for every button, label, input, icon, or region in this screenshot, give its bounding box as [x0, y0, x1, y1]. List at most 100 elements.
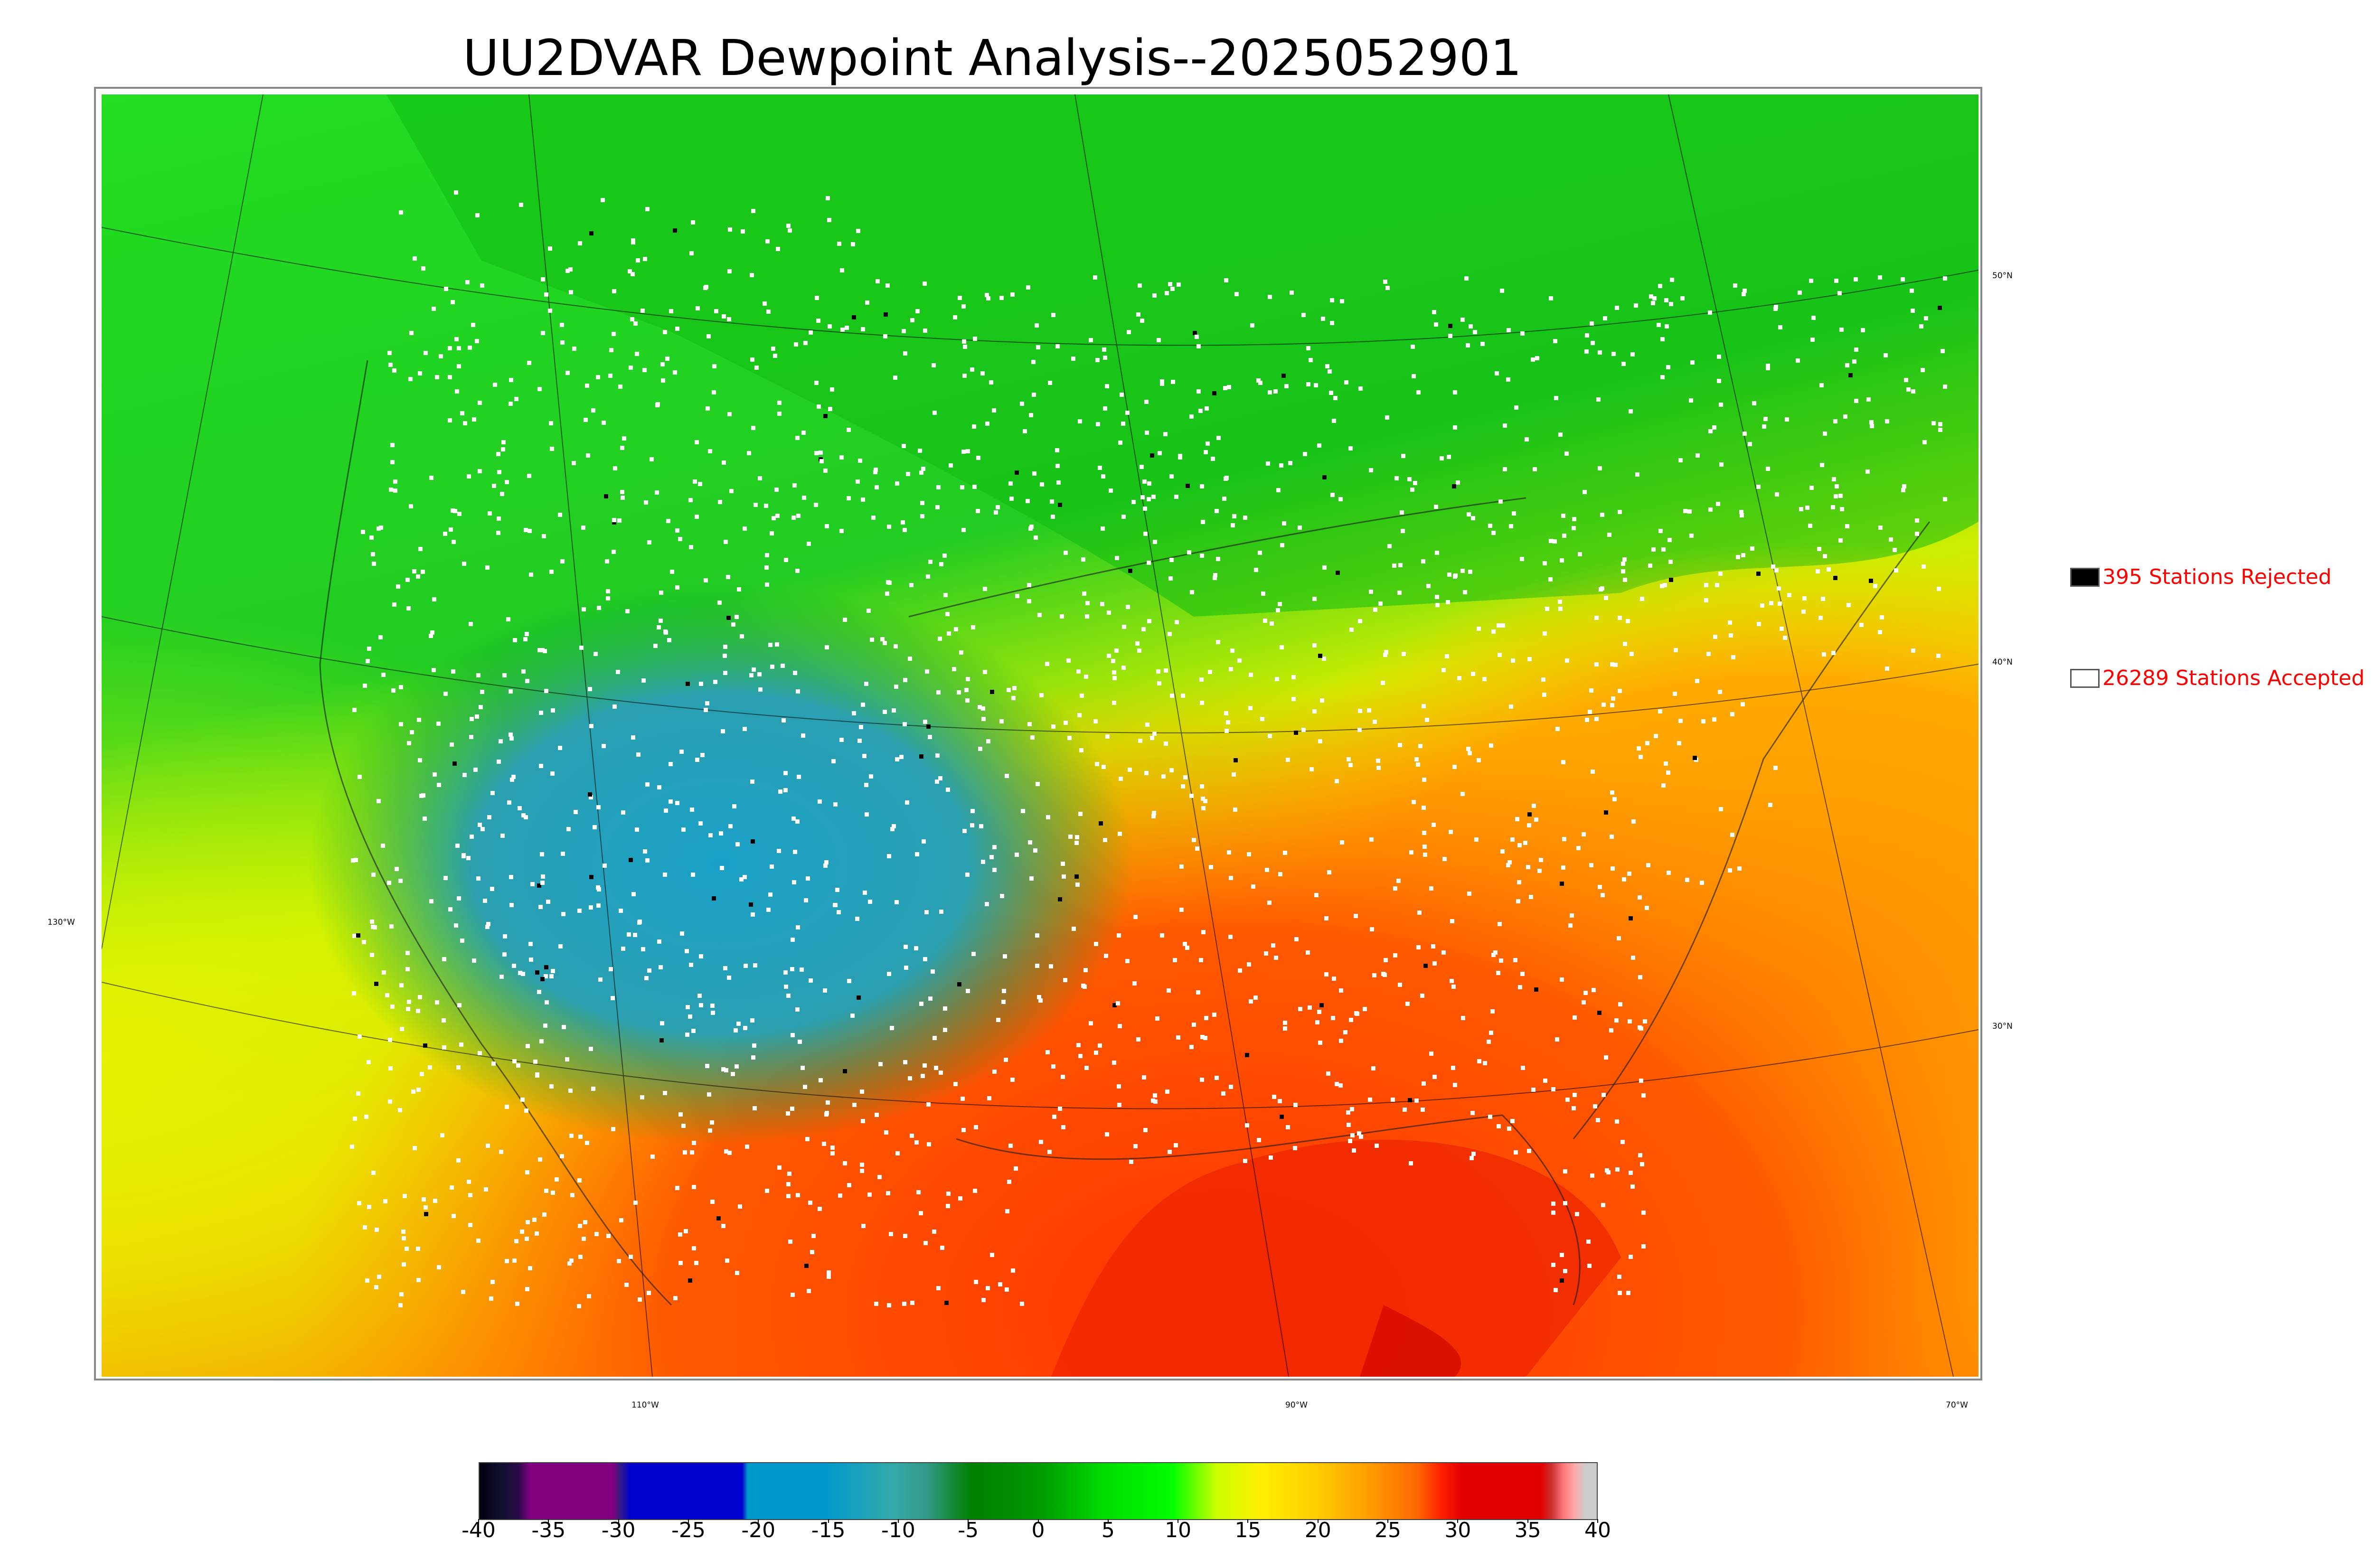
accepted-station-marker [568, 1089, 573, 1093]
accepted-station-marker [1003, 954, 1007, 958]
accepted-station-marker [1578, 552, 1582, 556]
accepted-station-marker [548, 246, 552, 251]
accepted-station-marker [454, 190, 458, 195]
accepted-station-marker [1331, 1016, 1335, 1020]
accepted-station-marker [1689, 534, 1694, 538]
accepted-station-marker [1140, 319, 1144, 323]
accepted-station-marker [421, 793, 425, 798]
accepted-station-marker [1027, 583, 1031, 587]
accepted-station-marker [1136, 312, 1140, 317]
accepted-station-marker [1785, 417, 1789, 422]
accepted-station-marker [1027, 722, 1032, 726]
accepted-station-marker [926, 1102, 931, 1107]
accepted-station-marker [918, 449, 922, 453]
accepted-station-marker [1432, 1075, 1437, 1079]
accepted-station-marker [1498, 499, 1503, 504]
accepted-station-marker [1777, 586, 1781, 591]
accepted-station-marker [822, 1142, 826, 1146]
accepted-station-marker [468, 346, 472, 350]
accepted-station-marker [647, 540, 651, 545]
accepted-station-marker [1730, 712, 1734, 716]
accepted-station-marker [692, 1141, 696, 1145]
accepted-station-marker [1768, 803, 1772, 807]
accepted-station-marker [1318, 1041, 1322, 1045]
accepted-station-marker [1061, 1125, 1065, 1129]
accepted-station-marker [1615, 306, 1619, 310]
accepted-station-marker [932, 1230, 936, 1234]
accepted-station-marker [418, 758, 422, 762]
accepted-station-marker [1654, 734, 1658, 738]
accepted-station-marker [928, 735, 932, 739]
accepted-station-marker [791, 817, 796, 821]
accepted-station-marker [1322, 565, 1327, 570]
accepted-station-marker [525, 1287, 529, 1291]
accepted-station-marker [722, 314, 726, 319]
accepted-station-marker [707, 334, 711, 338]
accepted-station-marker [521, 669, 526, 674]
accepted-station-marker [1375, 1144, 1379, 1148]
accepted-station-marker [1660, 337, 1665, 341]
accepted-station-marker [777, 849, 781, 853]
accepted-station-marker [436, 722, 441, 726]
accepted-station-marker [1190, 590, 1194, 594]
accepted-station-marker [560, 340, 565, 345]
accepted-station-marker [1030, 735, 1035, 740]
accepted-station-marker [1121, 422, 1125, 426]
accepted-station-marker [839, 529, 844, 533]
accepted-station-marker [1261, 592, 1265, 596]
accepted-station-marker [1332, 419, 1336, 423]
accepted-station-marker [1114, 648, 1119, 653]
accepted-station-marker [1518, 985, 1522, 989]
accepted-station-marker [1514, 405, 1518, 410]
accepted-station-marker [1349, 628, 1354, 632]
accepted-station-marker [1610, 835, 1614, 839]
accepted-station-marker [488, 511, 492, 516]
accepted-station-marker [717, 601, 722, 605]
accepted-station-marker [451, 508, 455, 513]
accepted-station-marker [999, 719, 1004, 723]
accepted-station-marker [923, 957, 927, 961]
accepted-station-marker [1047, 1150, 1052, 1154]
accepted-station-marker [1249, 673, 1253, 677]
accepted-station-marker [791, 516, 796, 520]
accepted-station-marker [946, 1192, 951, 1196]
accepted-station-marker [961, 1097, 965, 1101]
accepted-station-marker [1456, 480, 1460, 485]
accepted-station-marker [500, 834, 505, 838]
accepted-station-marker [470, 717, 474, 721]
accepted-station-marker [1919, 324, 1923, 329]
accepted-station-marker [1582, 832, 1586, 836]
accepted-station-marker [1029, 413, 1033, 417]
accepted-station-marker [471, 323, 475, 327]
accepted-station-marker [374, 1285, 378, 1289]
rejected-station-marker [1560, 882, 1564, 886]
rejected-station-marker [852, 315, 856, 319]
accepted-station-marker [509, 903, 514, 907]
accepted-station-marker [472, 958, 476, 963]
accepted-station-marker [1405, 1002, 1410, 1006]
accepted-station-marker [505, 1259, 509, 1263]
accepted-station-marker [857, 739, 862, 743]
accepted-station-marker [1432, 823, 1436, 827]
accepted-station-marker [667, 638, 671, 642]
accepted-station-marker [1265, 868, 1269, 872]
accepted-station-marker [847, 496, 851, 500]
rejected-station-marker [1693, 756, 1697, 760]
accepted-station-marker [827, 1270, 831, 1275]
accepted-station-marker [588, 687, 592, 691]
accepted-station-marker [543, 1023, 547, 1028]
accepted-station-marker [1231, 523, 1235, 527]
accepted-station-marker [1602, 703, 1606, 707]
accepted-station-marker [798, 1040, 802, 1044]
accepted-station-marker [751, 426, 755, 430]
accepted-station-marker [1286, 1125, 1290, 1129]
rejected-station-marker [726, 616, 731, 620]
accepted-station-marker [1251, 884, 1255, 889]
accepted-station-marker [957, 690, 961, 695]
accepted-station-marker [1839, 328, 1844, 332]
accepted-station-marker [1596, 1118, 1600, 1122]
accepted-station-marker [467, 1180, 471, 1184]
accepted-station-marker [1031, 360, 1036, 364]
accepted-station-marker [1248, 706, 1253, 710]
rejected-station-marker [990, 690, 994, 694]
